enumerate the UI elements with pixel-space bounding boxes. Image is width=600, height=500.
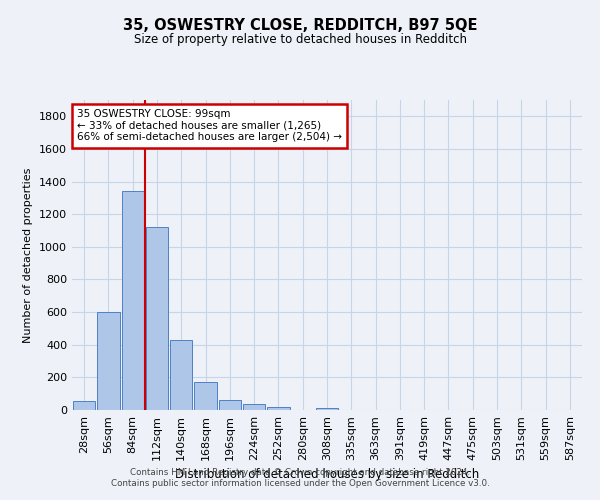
Bar — [243, 404, 265, 410]
Text: 35, OSWESTRY CLOSE, REDDITCH, B97 5QE: 35, OSWESTRY CLOSE, REDDITCH, B97 5QE — [123, 18, 477, 32]
Bar — [194, 382, 217, 410]
Bar — [146, 228, 168, 410]
Y-axis label: Number of detached properties: Number of detached properties — [23, 168, 34, 342]
Bar — [73, 401, 95, 410]
Text: Size of property relative to detached houses in Redditch: Size of property relative to detached ho… — [133, 32, 467, 46]
Bar — [122, 190, 144, 410]
Bar — [218, 400, 241, 410]
X-axis label: Distribution of detached houses by size in Redditch: Distribution of detached houses by size … — [175, 468, 479, 481]
Text: Contains HM Land Registry data © Crown copyright and database right 2024.
Contai: Contains HM Land Registry data © Crown c… — [110, 468, 490, 487]
Bar — [170, 340, 193, 410]
Text: 35 OSWESTRY CLOSE: 99sqm
← 33% of detached houses are smaller (1,265)
66% of sem: 35 OSWESTRY CLOSE: 99sqm ← 33% of detach… — [77, 110, 342, 142]
Bar — [316, 408, 338, 410]
Bar — [97, 312, 119, 410]
Bar — [267, 406, 290, 410]
